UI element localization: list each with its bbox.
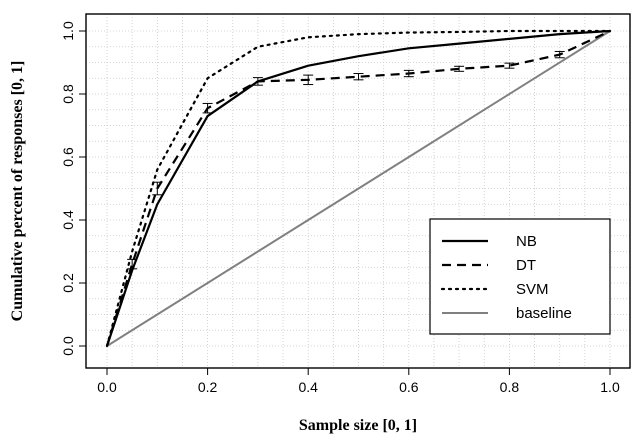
legend-label-dt: DT <box>516 257 536 274</box>
error-bar <box>554 50 565 59</box>
error-bar <box>127 258 138 270</box>
plot-frame <box>85 13 631 369</box>
error-bar <box>353 73 364 81</box>
error-bar <box>152 181 163 196</box>
series-line-svm <box>105 29 612 348</box>
series-line-dt <box>105 30 611 347</box>
x-tick-label: 1.0 <box>600 379 620 395</box>
error-bar <box>303 74 314 86</box>
x-axis-title: Sample size [0, 1] <box>299 417 417 434</box>
legend: NB DT SVM baseline <box>429 218 611 335</box>
error-bars <box>127 50 565 270</box>
error-bar <box>403 69 414 78</box>
x-tick-label: 0.8 <box>500 379 520 395</box>
legend-label-nb: NB <box>516 233 537 250</box>
legend-label-baseline: baseline <box>516 305 572 322</box>
series-line-nb <box>105 29 611 347</box>
x-tick-label: 0.4 <box>298 379 318 395</box>
error-bar <box>504 62 515 69</box>
y-tick-label: 0.6 <box>60 147 76 167</box>
legend-box <box>429 218 611 335</box>
series-layer <box>105 29 612 348</box>
axes: 0.0 0.2 0.4 0.6 0.8 1.0 0.0 0.2 0.4 0.6 0.8 1.0 <box>60 21 620 395</box>
legend-label-svm: SVM <box>516 281 549 298</box>
error-bar <box>202 102 213 114</box>
y-axis-title: Cumulative percent of responses [0, 1] <box>9 61 26 322</box>
x-tick-label: 0.0 <box>97 379 117 395</box>
y-tick-label: 0.4 <box>60 210 76 230</box>
series-line-baseline <box>106 30 611 347</box>
y-tick-label: 0.8 <box>60 84 76 104</box>
y-tick-label: 1.0 <box>60 21 76 41</box>
x-tick-label: 0.2 <box>198 379 218 395</box>
error-bar <box>252 77 263 86</box>
error-bar <box>454 65 465 72</box>
y-tick-label: 0.2 <box>60 273 76 293</box>
x-tick-label: 0.6 <box>399 379 419 395</box>
y-tick-label: 0.0 <box>60 336 76 356</box>
